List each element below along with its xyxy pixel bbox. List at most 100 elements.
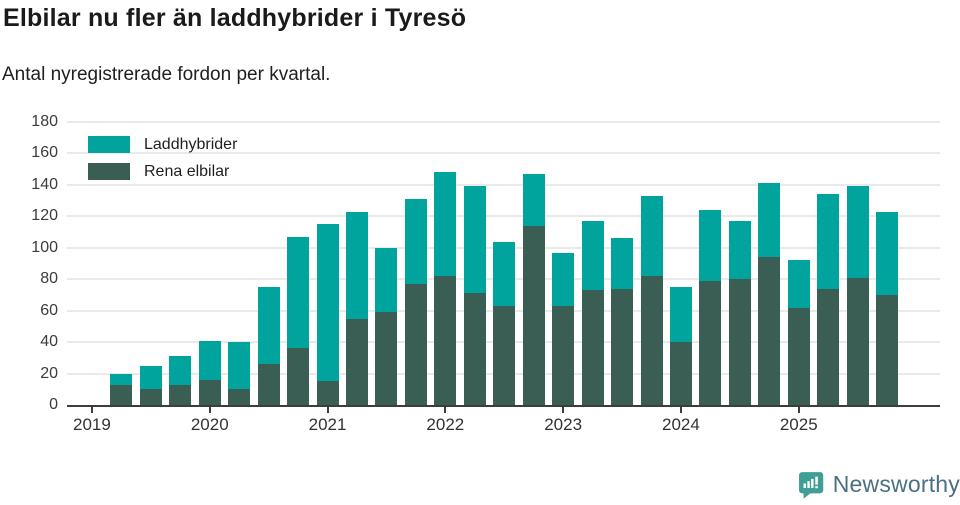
segment-laddhybrider xyxy=(611,238,634,289)
segment-rena-elbilar xyxy=(640,276,663,405)
segment-rena-elbilar xyxy=(375,312,398,405)
segment-laddhybrider xyxy=(169,356,192,385)
segment-laddhybrider xyxy=(316,224,339,382)
x-axis-tick xyxy=(326,407,329,413)
segment-laddhybrider xyxy=(817,194,840,289)
bar-2019-Q4 xyxy=(169,356,192,405)
bar-2023-Q2 xyxy=(581,221,604,405)
gridline-160 xyxy=(67,152,940,155)
chart-subtitle: Antal nyregistrerade fordon per kvartal. xyxy=(2,64,331,85)
segment-laddhybrider xyxy=(787,260,810,308)
bar-2021-Q1 xyxy=(316,224,339,405)
segment-laddhybrider xyxy=(434,172,457,277)
bar-2020-Q4 xyxy=(287,236,310,405)
bar-2022-Q3 xyxy=(493,241,516,405)
segment-laddhybrider xyxy=(522,173,545,226)
x-axis-tick xyxy=(90,407,93,413)
segment-laddhybrider xyxy=(404,199,427,284)
brand-footer[interactable]: Newsworthy xyxy=(796,466,960,505)
bar-2022-Q4 xyxy=(522,173,545,405)
bar-2020-Q1 xyxy=(198,340,221,405)
segment-laddhybrider xyxy=(552,252,575,306)
gridline-140 xyxy=(67,183,940,186)
segment-rena-elbilar xyxy=(463,293,486,405)
segment-laddhybrider xyxy=(581,221,604,291)
y-axis-tick-label: 120 xyxy=(31,207,58,225)
segment-laddhybrider xyxy=(110,373,133,385)
segment-rena-elbilar xyxy=(228,389,251,405)
legend-label: Rena elbilar xyxy=(144,162,230,180)
segment-laddhybrider xyxy=(876,211,899,295)
y-axis-tick-label: 80 xyxy=(40,270,58,288)
segment-laddhybrider xyxy=(463,186,486,294)
x-axis-tick-label: 2022 xyxy=(426,415,465,434)
segment-rena-elbilar xyxy=(316,381,339,405)
segment-laddhybrider xyxy=(728,221,751,280)
bar-2025-Q4 xyxy=(876,211,899,405)
segment-laddhybrider xyxy=(287,236,310,349)
gridline-180 xyxy=(67,121,940,123)
segment-laddhybrider xyxy=(375,247,398,313)
bar-2022-Q1 xyxy=(434,172,457,405)
x-axis-tick xyxy=(797,407,800,413)
bar-2023-Q1 xyxy=(552,252,575,405)
segment-laddhybrider xyxy=(669,287,692,343)
x-axis-tick xyxy=(444,407,447,413)
segment-rena-elbilar xyxy=(876,294,899,405)
x-axis-tick-label: 2024 xyxy=(662,415,700,434)
segment-laddhybrider xyxy=(846,186,869,278)
segment-laddhybrider xyxy=(640,195,663,277)
bar-2021-Q3 xyxy=(375,247,398,405)
legend: Laddhybrider Rena elbilar xyxy=(88,136,237,190)
segment-rena-elbilar xyxy=(846,277,869,405)
y-axis-tick-label: 60 xyxy=(40,301,58,319)
bar-2021-Q2 xyxy=(346,211,368,405)
y-axis-tick-label: 140 xyxy=(31,175,58,193)
x-axis-tick xyxy=(679,407,682,413)
segment-laddhybrider xyxy=(493,241,516,306)
y-axis-tick-label: 0 xyxy=(49,396,58,413)
segment-laddhybrider xyxy=(758,183,781,258)
segment-rena-elbilar xyxy=(817,288,840,405)
x-axis-tick xyxy=(208,407,211,413)
segment-rena-elbilar xyxy=(611,288,634,405)
segment-rena-elbilar xyxy=(169,384,192,405)
y-axis-tick-label: 100 xyxy=(31,238,58,256)
segment-rena-elbilar xyxy=(699,280,722,405)
segment-laddhybrider xyxy=(257,287,280,365)
segment-rena-elbilar xyxy=(404,283,427,405)
x-axis-tick-label: 2023 xyxy=(544,415,583,434)
segment-rena-elbilar xyxy=(434,276,457,405)
segment-rena-elbilar xyxy=(346,318,368,405)
segment-rena-elbilar xyxy=(581,290,604,405)
bar-2023-Q3 xyxy=(611,238,634,405)
y-axis-tick-label: 160 xyxy=(31,144,58,162)
segment-rena-elbilar xyxy=(728,279,751,405)
newsworthy-logo-icon xyxy=(799,472,824,499)
segment-rena-elbilar xyxy=(139,389,162,405)
bar-2023-Q4 xyxy=(640,195,663,405)
legend-item-rena-elbilar: Rena elbilar xyxy=(88,163,237,180)
x-axis-tick-label: 2020 xyxy=(190,415,229,434)
y-axis-tick-label: 180 xyxy=(31,113,58,130)
segment-rena-elbilar xyxy=(287,348,310,405)
bar-2025-Q2 xyxy=(817,194,840,405)
gridline-120 xyxy=(67,215,940,218)
segment-rena-elbilar xyxy=(669,342,692,405)
bar-2024-Q4 xyxy=(758,183,781,405)
brand-name: Newsworthy xyxy=(832,471,960,497)
segment-laddhybrider xyxy=(139,365,162,390)
segment-rena-elbilar xyxy=(787,307,810,405)
segment-laddhybrider xyxy=(346,211,368,319)
x-axis-tick-label: 2025 xyxy=(779,415,818,434)
bar-2024-Q3 xyxy=(728,221,751,405)
segment-rena-elbilar xyxy=(257,364,280,405)
legend-item-laddhybrider: Laddhybrider xyxy=(88,136,237,153)
segment-rena-elbilar xyxy=(758,257,781,405)
bar-2020-Q3 xyxy=(257,287,280,405)
plot-area: Laddhybrider Rena elbilar xyxy=(67,121,940,407)
bar-2024-Q1 xyxy=(669,287,692,405)
bar-2022-Q2 xyxy=(463,186,486,405)
legend-label: Laddhybrider xyxy=(144,135,238,153)
